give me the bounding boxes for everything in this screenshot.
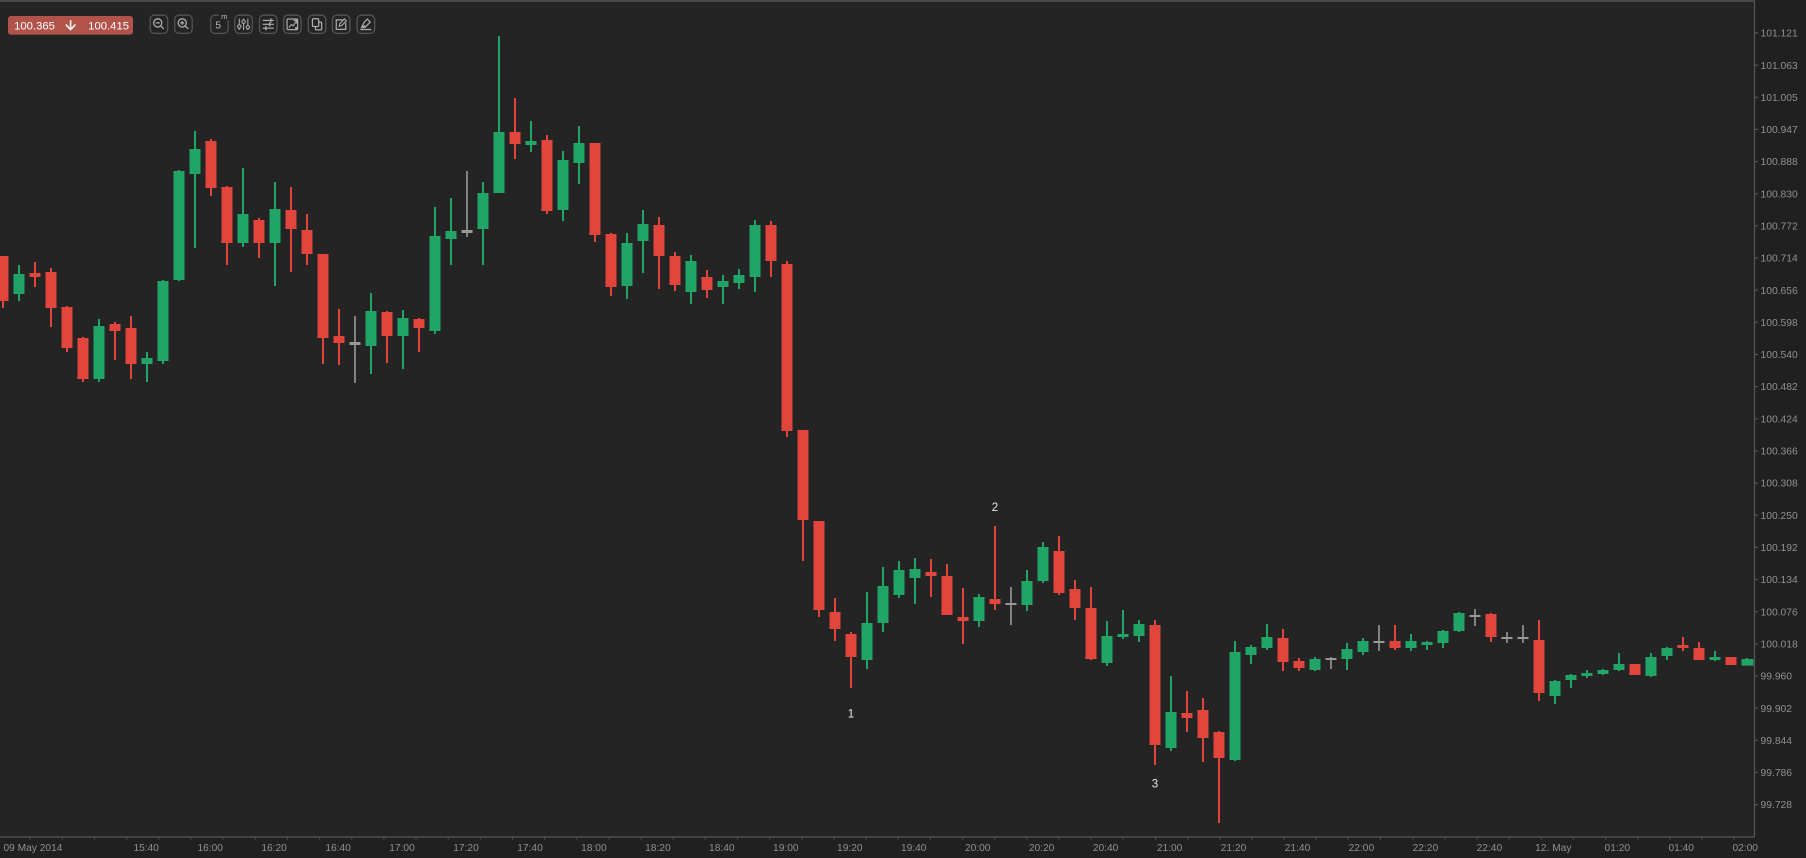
svg-text:100.482: 100.482 <box>1761 382 1798 393</box>
svg-text:16:00: 16:00 <box>197 843 223 854</box>
svg-text:21:20: 21:20 <box>1221 843 1247 854</box>
svg-text:18:20: 18:20 <box>645 843 671 854</box>
svg-text:01:40: 01:40 <box>1668 843 1694 854</box>
svg-text:100.365: 100.365 <box>14 21 55 33</box>
svg-text:99.844: 99.844 <box>1761 736 1793 747</box>
svg-text:17:40: 17:40 <box>517 843 543 854</box>
svg-text:19:00: 19:00 <box>773 843 799 854</box>
svg-text:100.656: 100.656 <box>1761 286 1798 297</box>
svg-text:100.772: 100.772 <box>1761 222 1798 233</box>
svg-text:17:20: 17:20 <box>453 843 479 854</box>
svg-text:100.830: 100.830 <box>1761 189 1798 200</box>
svg-text:21:40: 21:40 <box>1285 843 1311 854</box>
svg-text:01:20: 01:20 <box>1605 843 1631 854</box>
svg-text:100.308: 100.308 <box>1761 479 1798 490</box>
svg-text:100.134: 100.134 <box>1761 575 1798 586</box>
svg-text:16:20: 16:20 <box>261 843 287 854</box>
svg-text:1: 1 <box>848 709 854 721</box>
svg-text:20:40: 20:40 <box>1093 843 1119 854</box>
svg-text:101.005: 101.005 <box>1761 93 1798 104</box>
svg-text:19:40: 19:40 <box>901 843 927 854</box>
svg-text:22:40: 22:40 <box>1477 843 1503 854</box>
svg-text:18:00: 18:00 <box>581 843 607 854</box>
svg-text:100.714: 100.714 <box>1761 254 1798 265</box>
svg-text:17:00: 17:00 <box>389 843 415 854</box>
svg-text:101.063: 101.063 <box>1761 61 1798 72</box>
svg-text:100.947: 100.947 <box>1761 125 1798 136</box>
svg-text:100.366: 100.366 <box>1761 447 1798 458</box>
svg-text:18:40: 18:40 <box>709 843 735 854</box>
svg-text:22:20: 22:20 <box>1413 843 1439 854</box>
svg-text:99.786: 99.786 <box>1761 768 1793 779</box>
svg-text:12. May: 12. May <box>1535 843 1572 854</box>
svg-text:m: m <box>221 12 227 21</box>
svg-text:21:00: 21:00 <box>1157 843 1183 854</box>
svg-text:15:40: 15:40 <box>133 843 159 854</box>
svg-text:19:20: 19:20 <box>837 843 863 854</box>
svg-text:99.728: 99.728 <box>1761 800 1793 811</box>
svg-text:22:00: 22:00 <box>1349 843 1375 854</box>
svg-text:100.888: 100.888 <box>1761 157 1798 168</box>
svg-text:20:20: 20:20 <box>1029 843 1055 854</box>
svg-text:100.250: 100.250 <box>1761 511 1798 522</box>
svg-text:101.121: 101.121 <box>1761 29 1798 40</box>
svg-text:99.960: 99.960 <box>1761 672 1793 683</box>
svg-text:02:00: 02:00 <box>1732 843 1758 854</box>
svg-text:09 May 2014: 09 May 2014 <box>4 843 63 854</box>
svg-text:100.018: 100.018 <box>1761 640 1798 651</box>
svg-text:2: 2 <box>992 502 998 514</box>
svg-text:20:00: 20:00 <box>965 843 991 854</box>
svg-text:100.076: 100.076 <box>1761 607 1798 618</box>
svg-text:100.424: 100.424 <box>1761 414 1798 425</box>
svg-text:100.415: 100.415 <box>88 21 129 33</box>
svg-text:16:40: 16:40 <box>325 843 351 854</box>
svg-text:100.192: 100.192 <box>1761 543 1798 554</box>
svg-text:100.598: 100.598 <box>1761 318 1798 329</box>
svg-text:99.902: 99.902 <box>1761 704 1793 715</box>
svg-text:3: 3 <box>1152 779 1158 791</box>
svg-text:5: 5 <box>215 21 221 32</box>
svg-text:100.540: 100.540 <box>1761 350 1798 361</box>
